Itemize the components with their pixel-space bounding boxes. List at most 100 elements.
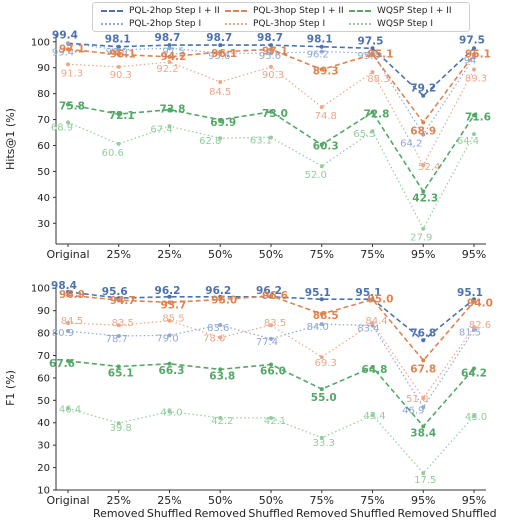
data-label: 63.1: [250, 135, 272, 146]
data-point: [421, 358, 426, 363]
data-point: [218, 136, 223, 141]
y-tick-label: 30: [37, 441, 50, 452]
data-label: 89.3: [465, 74, 487, 85]
data-point: [319, 312, 324, 317]
data-label: 84.4: [365, 316, 387, 327]
x-tick-label: Shuffled: [147, 261, 192, 262]
series-line: [67, 103, 475, 193]
legend: PQL-2hop Step I + II PQL-2hop Step I PQL…: [92, 2, 470, 32]
series-line: [67, 407, 475, 475]
data-label: 43.4: [363, 411, 385, 422]
data-point: [421, 424, 426, 429]
data-label: 64.2: [461, 367, 487, 379]
data-point: [269, 416, 273, 421]
data-point: [319, 105, 324, 110]
data-point: [370, 70, 375, 75]
data-point: [116, 298, 121, 303]
data-point: [370, 321, 375, 326]
data-point: [319, 49, 324, 54]
data-label: 84.5: [209, 87, 231, 98]
data-label: 67.4: [150, 124, 172, 135]
data-label: 68.9: [51, 122, 73, 133]
data-label: 98.7: [257, 32, 283, 44]
y-tick-label: 10: [37, 486, 50, 497]
data-point: [472, 132, 476, 137]
data-label: 95.6: [102, 286, 128, 298]
data-point: [370, 297, 375, 302]
data-point: [472, 113, 476, 118]
y-axis-label: F1 (%): [4, 370, 17, 406]
y-tick-label: 60: [37, 141, 50, 152]
x-tick-label: 95%: [411, 248, 435, 261]
y-tick-label: 70: [37, 351, 50, 362]
data-label: 97.1: [59, 43, 85, 55]
x-tick-label: 50%: [208, 248, 232, 261]
data-label: 17.5: [414, 475, 436, 486]
data-point: [218, 43, 223, 48]
data-label: 76.8: [410, 327, 436, 339]
data-label: 78.0: [203, 334, 225, 345]
x-tick-label: 25%: [157, 248, 181, 261]
legend-swatch: [349, 23, 371, 25]
data-point: [421, 132, 426, 137]
data-label: 96.2: [256, 285, 282, 297]
x-tick-label: 50%: [259, 248, 283, 261]
data-point: [116, 421, 121, 426]
y-tick-label: 50: [37, 167, 50, 178]
data-point: [472, 414, 476, 419]
data-label: 60.6: [102, 148, 124, 159]
data-label: 69.3: [315, 358, 337, 369]
data-point: [269, 43, 273, 48]
x-tick-label: Removed: [93, 261, 145, 262]
data-label: 98.4: [51, 280, 77, 292]
data-point: [319, 142, 324, 147]
y-tick-label: 40: [37, 418, 50, 429]
data-label: 42.2: [211, 416, 233, 427]
data-label: 84.0: [307, 322, 329, 333]
data-label: 96.9: [106, 47, 128, 58]
data-label: 96.2: [307, 50, 329, 61]
data-label: 97.5: [358, 35, 384, 47]
data-point: [319, 387, 324, 392]
data-label: 93.7: [161, 299, 187, 311]
data-label: 95.6: [357, 51, 379, 62]
legend-label: PQL-3hop Step I + II: [253, 6, 344, 16]
data-point: [269, 293, 273, 298]
x-tick-label: Shuffled: [248, 261, 293, 262]
data-point: [116, 323, 121, 328]
y-tick-label: 70: [37, 115, 50, 126]
data-label: 33.3: [313, 438, 335, 449]
data-point: [66, 102, 70, 107]
data-label: 62.8: [199, 136, 221, 147]
data-point: [269, 47, 273, 52]
data-point: [116, 44, 121, 49]
data-point: [472, 366, 476, 371]
data-point: [167, 294, 172, 299]
y-tick-label: 90: [37, 63, 50, 74]
data-label: 98.1: [105, 34, 131, 46]
data-label: 65.1: [108, 367, 134, 379]
data-label: 99.4: [52, 29, 78, 41]
data-label: 94.7: [110, 295, 136, 307]
data-point: [421, 93, 426, 98]
data-label: 75.8: [59, 101, 85, 113]
data-label: 95.1: [305, 287, 331, 299]
data-label: 43.0: [465, 412, 487, 423]
data-label: 72.8: [364, 108, 390, 120]
y-tick-label: 20: [37, 463, 50, 474]
data-label: 78.7: [106, 334, 128, 345]
data-point: [319, 67, 324, 72]
data-point: [167, 409, 172, 414]
data-label: 39.8: [110, 423, 132, 434]
data-label: 97.1: [262, 45, 288, 57]
data-label: 95.0: [368, 293, 394, 305]
data-point: [421, 120, 426, 125]
data-label: 80.9: [52, 328, 74, 339]
data-label: 88.5: [313, 310, 339, 322]
data-label: 66.0: [260, 365, 286, 377]
data-point: [472, 46, 476, 51]
x-tick-label: 50%: [208, 494, 232, 507]
x-tick-label: Shuffled: [350, 261, 395, 262]
